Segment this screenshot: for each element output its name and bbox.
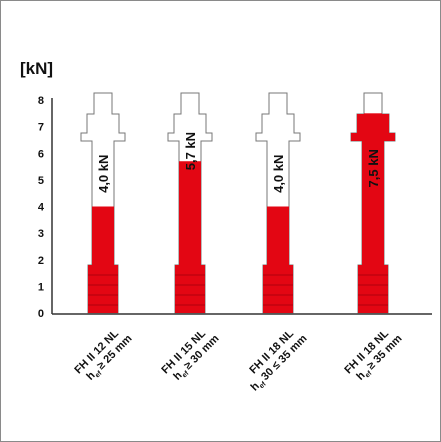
- y-tick-label: 5: [38, 175, 44, 187]
- y-tick-label: 1: [38, 281, 44, 293]
- value-label: 7,5 kN: [366, 149, 381, 187]
- y-tick-label: 7: [38, 122, 44, 134]
- y-tick-label: 4: [38, 202, 45, 214]
- y-tick-label: 6: [38, 148, 44, 160]
- depth-subscript: ef: [94, 370, 104, 380]
- depth-subscript: ef: [364, 370, 374, 380]
- value-label: 4,0 kN: [96, 155, 111, 193]
- y-tick-label: 0: [38, 308, 44, 320]
- depth-subscript: ef: [181, 370, 191, 380]
- y-tick-label: 2: [38, 255, 44, 267]
- depth-subscript: ef: [258, 380, 268, 390]
- value-label: 4,0 kN: [271, 155, 286, 193]
- y-axis-label: [kN]: [20, 59, 53, 78]
- y-tick-label: 3: [38, 228, 44, 240]
- y-tick-label: 8: [38, 95, 44, 107]
- value-label: 5,7 kN: [183, 132, 198, 170]
